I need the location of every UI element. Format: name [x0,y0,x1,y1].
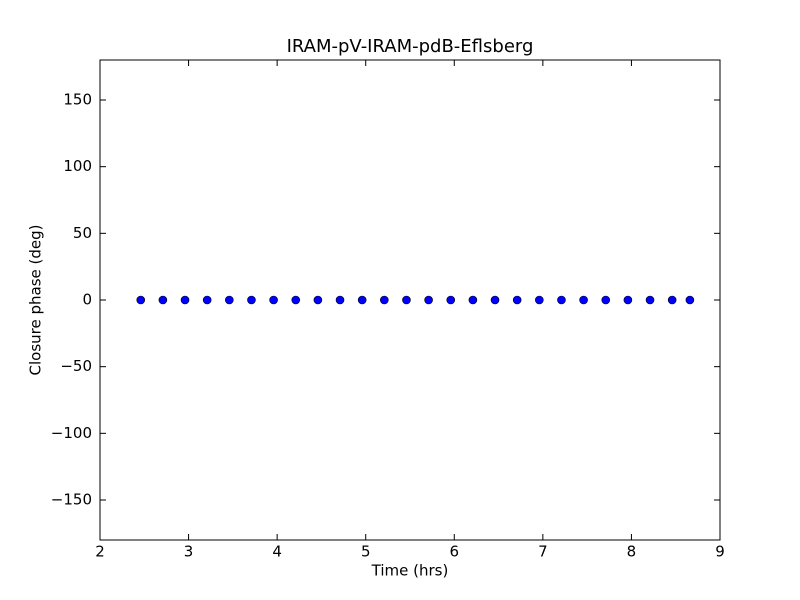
point [313,295,323,305]
x-tick-label: 7 [538,543,548,561]
plot-frame [99,59,721,541]
x-tick-label: 4 [272,543,282,561]
point [468,295,478,305]
point [623,295,633,305]
y-tick-label: −100 [51,424,92,442]
point [685,295,695,305]
y-tick-label: 150 [63,91,92,109]
point [579,295,588,305]
point [269,295,278,305]
point [158,295,168,305]
point [601,295,611,305]
point [247,295,256,305]
point [512,295,522,305]
x-tick-label: 5 [361,543,371,561]
point [446,295,456,305]
y-axis-label: Closure phase (deg) [27,225,45,376]
x-axis-label: Time (hrs) [371,562,449,580]
x-tick-label: 6 [450,543,460,561]
x-tick-label: 3 [184,543,194,561]
y-tick-label: 50 [73,224,92,242]
point [335,295,345,305]
point [180,295,190,305]
y-tick-label: −50 [60,357,92,375]
point [535,295,544,305]
y-tick-label: 0 [82,291,92,309]
point [291,295,301,305]
point [424,295,433,305]
point [667,295,677,305]
x-tick-label: 9 [715,543,725,561]
chart-title: IRAM-pV-IRAM-pdB-Eflsberg [287,36,534,57]
x-tick-label: 2 [95,543,105,561]
point [557,295,566,305]
point [136,295,146,305]
point [380,295,389,305]
y-tick-label: −150 [51,491,92,509]
point [357,295,367,305]
x-tick-label: 8 [627,543,637,561]
point [490,295,500,305]
point [402,295,411,305]
point [645,295,655,305]
y-tick-label: 100 [63,157,92,175]
point [225,295,234,305]
point [202,295,212,305]
